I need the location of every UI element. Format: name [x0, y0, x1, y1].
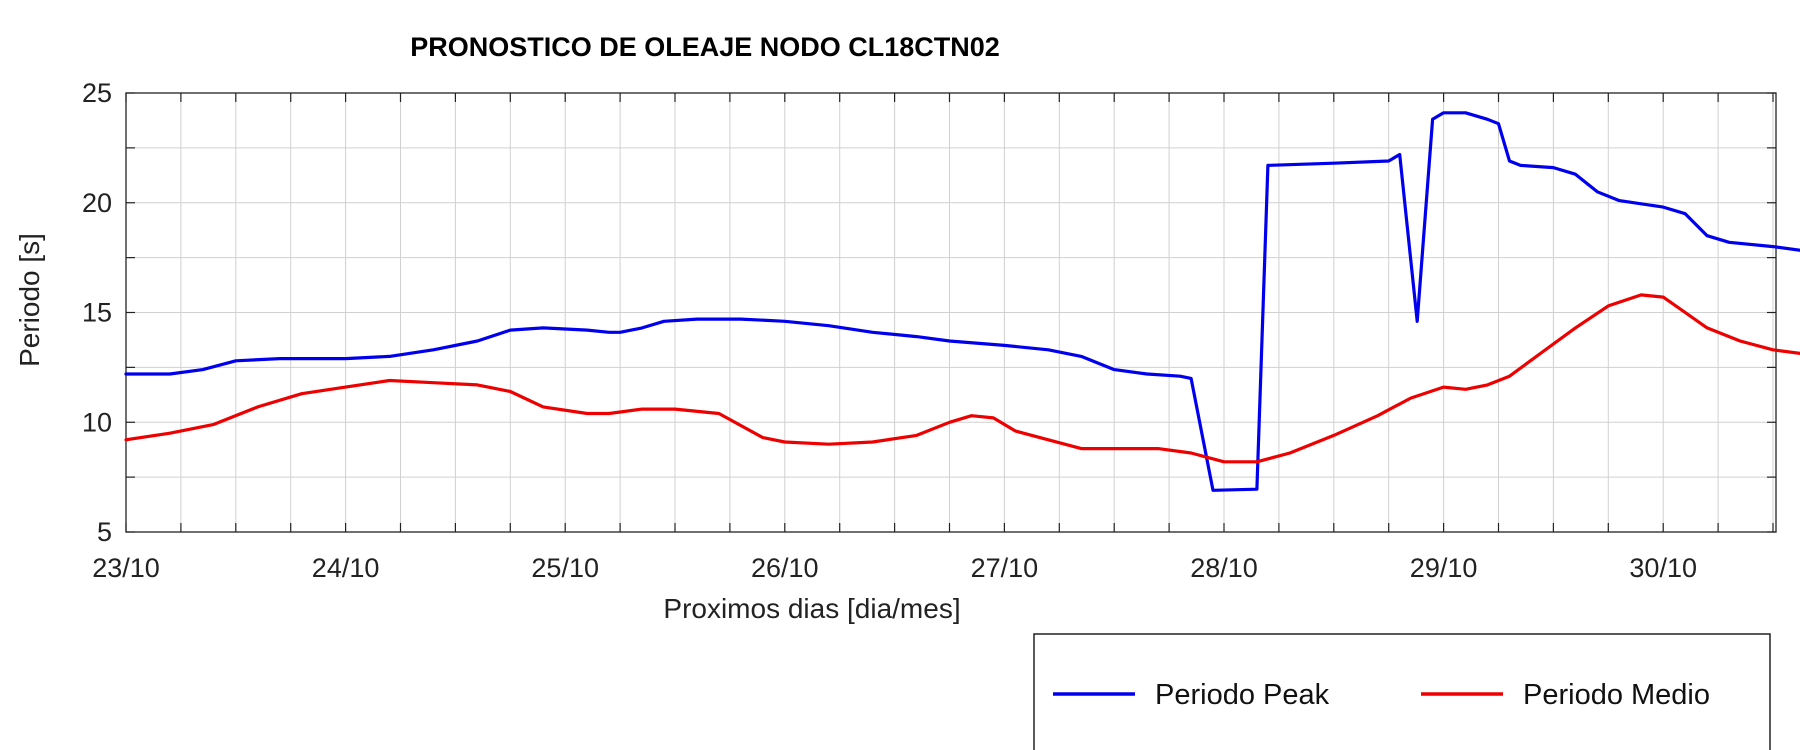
- legend-label-periodo-peak: Periodo Peak: [1155, 679, 1330, 711]
- series-layer: [124, 111, 1800, 492]
- x-tick-label: 29/10: [1410, 553, 1478, 583]
- chart-title: PRONOSTICO DE OLEAJE NODO CL18CTN02: [410, 32, 1000, 62]
- series-line-periodo-peak: [124, 111, 1800, 492]
- legend-box: [1033, 633, 1771, 750]
- y-tick-label: 10: [82, 407, 112, 437]
- x-tick-label: 30/10: [1629, 553, 1697, 583]
- y-tick-label: 25: [82, 78, 112, 108]
- x-tick-label: 23/10: [92, 553, 160, 583]
- x-tick-label: 27/10: [971, 553, 1039, 583]
- axes: 5 10 15 20 25 23/10 24/10 25/10 26/10 27/10 28/10 2…: [82, 78, 1777, 583]
- y-axis-label: Periodo [s]: [14, 233, 45, 367]
- x-tick-label: 24/10: [312, 553, 380, 583]
- grid-lines: [125, 92, 1776, 533]
- legend-label-periodo-medio: Periodo Medio: [1523, 679, 1710, 711]
- x-tick-label: 26/10: [751, 553, 819, 583]
- legend: Periodo Peak Periodo Medio: [1033, 633, 1771, 750]
- y-tick-label: 15: [82, 298, 112, 328]
- series-line-periodo-medio: [124, 293, 1800, 464]
- y-tick-label: 5: [97, 517, 112, 547]
- y-tick-label: 20: [82, 188, 112, 218]
- x-tick-label: 28/10: [1190, 553, 1258, 583]
- x-tick-label: 25/10: [531, 553, 599, 583]
- x-axis-label: Proximos dias [dia/mes]: [663, 593, 960, 624]
